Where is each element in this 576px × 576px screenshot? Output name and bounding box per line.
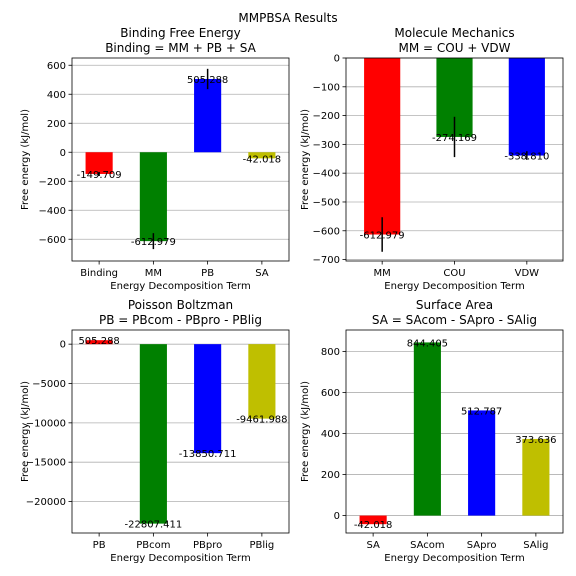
y-tick-label: −700 (313, 255, 340, 266)
axes-frame (71, 329, 290, 534)
x-axis-label: Energy Decomposition Term (110, 553, 250, 564)
bar-SAcom (413, 342, 441, 516)
x-axis-label: Energy Decomposition Term (384, 281, 524, 292)
x-tick-label: SApro (467, 540, 497, 551)
panel-title: Poisson Boltzman (128, 298, 233, 312)
bar-VDW (508, 58, 545, 156)
x-tick-label: COU (443, 268, 465, 279)
x-tick-label: MM (145, 268, 162, 279)
value-label: -612.979 (360, 231, 405, 242)
y-axis-label: Free energy (kJ/mol) (300, 381, 311, 482)
bar-PBlig (248, 344, 276, 419)
y-tick-label: −600 (313, 226, 340, 237)
value-label: -612.979 (131, 237, 176, 248)
bar-SA (359, 515, 387, 525)
panel-subtitle: MM = COU + VDW (399, 41, 511, 55)
x-tick-label: MM (374, 268, 391, 279)
x-tick-label: VDW (515, 268, 540, 279)
x-axis-label: Energy Decomposition Term (384, 553, 524, 564)
axes-frame (345, 329, 564, 534)
x-tick-label: SA (366, 540, 380, 551)
value-label: 373.636 (515, 435, 556, 446)
bar-MM (139, 152, 167, 242)
y-tick-label: 200 (47, 119, 66, 130)
y-tick-label: 400 (321, 429, 340, 440)
y-tick-label: −200 (313, 111, 340, 122)
y-tick-label: −300 (313, 140, 340, 151)
bar-SApro (468, 410, 496, 516)
value-label: -42.018 (243, 154, 282, 165)
chart-panel-1: -149.709 -612.979 505.288 -42.018 −600 −400 −2… (20, 26, 290, 292)
y-tick-label: 600 (321, 388, 340, 399)
axes-frame (71, 57, 290, 262)
panel-title: Molecule Mechanics (394, 26, 514, 40)
value-label: 512.787 (461, 406, 502, 417)
bar-PB (85, 340, 113, 345)
y-tick-label: 0 (60, 340, 66, 351)
x-tick-label: SA (255, 268, 269, 279)
bar-MM (364, 58, 401, 235)
chart-panel-3: 505.288 -22807.411 -13850.711 -9461.988 −200… (20, 298, 290, 564)
bar-Binding (85, 152, 113, 174)
y-axis-label: Free energy (kJ/mol) (300, 109, 311, 210)
panel-title: Surface Area (416, 298, 493, 312)
panel-subtitle: PB = PBcom - PBpro - PBlig (99, 313, 262, 327)
y-tick-label: −15000 (26, 458, 66, 469)
x-tick-label: SAcom (410, 540, 445, 551)
bar-SAlig (522, 438, 550, 516)
x-tick-label: PB (201, 268, 214, 279)
chart-panels: -149.709 -612.979 505.288 -42.018 −600 −400 −2… (20, 26, 564, 564)
y-tick-label: −5000 (32, 379, 66, 390)
x-tick-label: PBlig (249, 540, 274, 551)
y-tick-label: −400 (39, 206, 66, 217)
value-label: -22807.411 (125, 520, 183, 531)
y-tick-label: 400 (47, 90, 66, 101)
x-tick-label: Binding (80, 268, 118, 279)
y-axis-label: Free energy (kJ/mol) (20, 109, 31, 210)
x-tick-label: PB (93, 540, 106, 551)
y-tick-label: 0 (60, 148, 66, 159)
y-axis-label: Free energy (kJ/mol) (20, 381, 31, 482)
y-tick-label: −400 (313, 169, 340, 180)
y-tick-label: −600 (39, 235, 66, 246)
panel-subtitle: Binding = MM + PB + SA (105, 41, 256, 55)
bar-SA (248, 152, 276, 159)
y-tick-label: 600 (47, 61, 66, 72)
y-tick-label: −100 (313, 82, 340, 93)
value-label: 505.288 (187, 75, 228, 86)
x-axis-label: Energy Decomposition Term (110, 281, 250, 292)
value-label: 844.405 (407, 338, 448, 349)
y-tick-label: −500 (313, 197, 340, 208)
figure-title: MMPBSA Results (238, 11, 337, 25)
value-label: -149.709 (77, 170, 122, 181)
chart-panel-4: -42.018 844.405 512.787 373.636 0 200 400 600 80… (300, 298, 564, 564)
value-label: -274.169 (432, 133, 477, 144)
value-label: -338.810 (504, 152, 549, 163)
y-tick-label: 0 (334, 511, 340, 522)
value-label: -13850.711 (179, 449, 237, 460)
panel-subtitle: SA = SAcom - SApro - SAlig (372, 313, 537, 327)
y-tick-label: 800 (321, 347, 340, 358)
chart-panel-2: -612.979 -274.169 -338.810 −700 −600 −500 −400… (300, 26, 564, 292)
value-label: 505.288 (78, 336, 119, 347)
y-tick-label: −20000 (26, 497, 66, 508)
x-tick-label: SAlig (523, 540, 548, 551)
bar-PBcom (139, 344, 167, 524)
bar-PBpro (194, 344, 222, 454)
x-tick-label: PBpro (193, 540, 222, 551)
value-label: -42.018 (354, 520, 393, 531)
bar-PB (194, 78, 222, 153)
x-tick-label: PBcom (136, 540, 170, 551)
y-tick-label: −200 (39, 177, 66, 188)
y-tick-label: −10000 (26, 418, 66, 429)
y-tick-label: 0 (334, 54, 340, 65)
panel-title: Binding Free Energy (120, 26, 240, 40)
value-label: -9461.988 (236, 415, 287, 426)
y-tick-label: 200 (321, 470, 340, 481)
